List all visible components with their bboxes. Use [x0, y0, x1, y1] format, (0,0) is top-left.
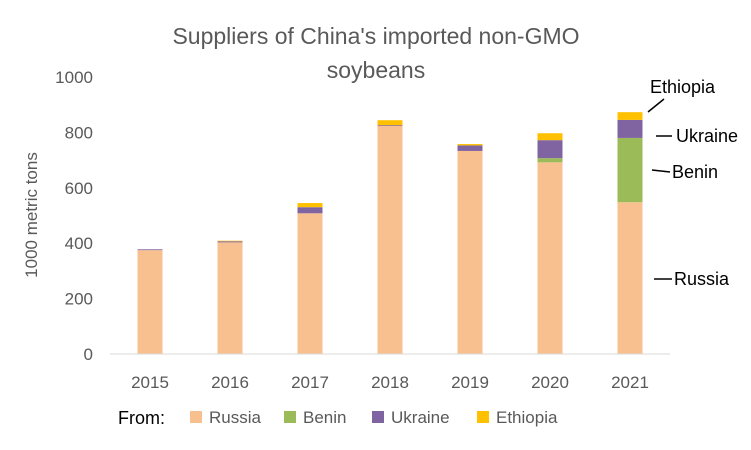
bar-segment-ethiopia-2021	[617, 112, 643, 120]
x-tick-label-2018: 2018	[371, 373, 409, 392]
bar-segment-ukraine-2015	[137, 249, 163, 251]
bar-segment-ukraine-2017	[297, 207, 323, 214]
y-tick-label: 400	[65, 234, 93, 253]
annotation-russia: Russia	[674, 269, 730, 289]
bar-segment-russia-2020	[537, 162, 563, 354]
y-tick-label: 200	[65, 290, 93, 309]
annotation-ukraine: Ukraine	[676, 126, 738, 146]
bar-segment-ethiopia-2019	[457, 144, 483, 146]
y-tick-label: 800	[65, 123, 93, 142]
y-axis-ticks: 0 200 400 600 800 1000	[55, 68, 93, 364]
legend-swatch-ethiopia	[477, 411, 489, 423]
bar-segment-benin-2021	[617, 137, 643, 203]
x-tick-label-2015: 2015	[131, 373, 169, 392]
bar-segment-ethiopia-2018	[377, 120, 403, 126]
bar-segment-russia-2021	[617, 202, 643, 354]
bar-segment-russia-2016	[217, 242, 243, 354]
bar-segment-ukraine-2019	[457, 145, 483, 151]
annotations: Ethiopia Ukraine Benin Russia	[647, 77, 738, 289]
legend-prefix: From:	[118, 408, 165, 428]
annotation-leader-ethiopia	[647, 98, 665, 113]
annotation-leader-benin	[651, 169, 671, 173]
bar-stacks	[137, 112, 643, 355]
bar-segment-ethiopia-2017	[297, 203, 323, 208]
legend-swatch-ukraine	[372, 411, 384, 423]
chart-title-line-1: Suppliers of China's imported non-GMO	[172, 23, 579, 49]
x-tick-label-2021: 2021	[611, 373, 649, 392]
y-tick-label: 1000	[55, 68, 93, 87]
bar-segment-russia-2019	[457, 150, 483, 354]
legend-swatch-benin	[284, 411, 296, 423]
bar-segment-russia-2015	[137, 250, 163, 354]
bar-segment-ethiopia-2016	[217, 240, 243, 242]
x-axis-ticks: 2015 2016 2017 2018 2019 2020 2021	[131, 373, 649, 392]
bar-segment-ukraine-2021	[617, 119, 643, 138]
y-tick-label: 600	[65, 179, 93, 198]
bar-segment-ukraine-2018	[377, 125, 403, 127]
legend: From: Russia Benin Ukraine Ethiopia	[118, 408, 558, 428]
bar-segment-russia-2018	[377, 126, 403, 355]
x-tick-label-2016: 2016	[211, 373, 249, 392]
legend-swatch-russia	[190, 411, 202, 423]
bar-segment-ukraine-2020	[537, 140, 563, 159]
x-tick-label-2019: 2019	[451, 373, 489, 392]
legend-label-ukraine: Ukraine	[391, 408, 450, 427]
chart-title-line-2: soybeans	[327, 57, 425, 83]
x-tick-label-2017: 2017	[291, 373, 329, 392]
legend-label-russia: Russia	[209, 408, 262, 427]
legend-label-benin: Benin	[303, 408, 346, 427]
bar-segment-benin-2020	[537, 158, 563, 163]
x-tick-label-2020: 2020	[531, 373, 569, 392]
bar-segment-ukraine-2016	[217, 241, 243, 243]
y-tick-label: 0	[84, 345, 93, 364]
legend-label-ethiopia: Ethiopia	[496, 408, 558, 427]
y-axis-label: 1000 metric tons	[22, 152, 41, 278]
bar-segment-ethiopia-2020	[537, 133, 563, 141]
annotation-benin: Benin	[672, 162, 718, 182]
annotation-ethiopia: Ethiopia	[650, 77, 716, 97]
bar-segment-russia-2017	[297, 213, 323, 354]
